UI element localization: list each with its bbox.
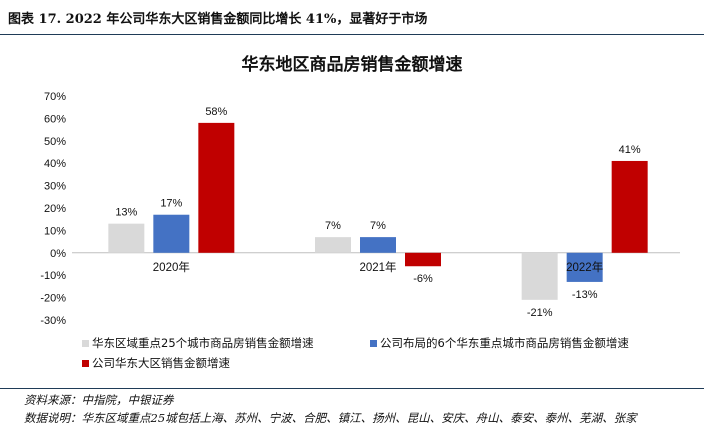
data-label-3-3: 41% — [619, 144, 641, 156]
figure-caption: 图表 17. 2022 年公司华东大区销售金额同比增长 41%，显著好于市场 — [8, 12, 428, 27]
x-category-label: 2021年 — [359, 260, 396, 274]
legend-swatch-series-1 — [82, 339, 89, 347]
legend-label-series-1: 华东区域重点25个城市商品房销售金额增速 — [92, 336, 314, 350]
data-label-1-2: 7% — [325, 220, 341, 232]
y-tick-label: 60% — [44, 113, 66, 125]
legend-item-series-1: 华东区域重点25个城市商品房销售金额增速 — [82, 335, 314, 351]
data-label-2-2: 7% — [370, 220, 386, 232]
y-tick-label: -30% — [40, 315, 66, 327]
legend-label-series-3: 公司华东大区销售金额增速 — [92, 356, 230, 370]
note-text: 数据说明：华东区域重点25城包括上海、苏州、宁波、合肥、镇江、扬州、昆山、安庆、… — [24, 411, 637, 425]
y-tick-label: 10% — [44, 225, 66, 237]
bar-2-1 — [153, 214, 190, 253]
bar-3-3 — [611, 160, 648, 253]
x-category-label: 2022年 — [566, 260, 603, 274]
y-tick-label: 70% — [44, 91, 66, 103]
data-label-2-3: -13% — [572, 289, 598, 301]
bar-1-1 — [108, 223, 145, 253]
y-tick-label: -10% — [40, 270, 66, 282]
data-label-1-1: 13% — [115, 207, 137, 219]
footer-divider — [0, 388, 704, 389]
legend-item-series-2: 公司布局的6个华东重点城市商品房销售金额增速 — [370, 335, 629, 351]
y-tick-label: 50% — [44, 136, 66, 148]
chart-title: 华东地区商品房销售金额增速 — [241, 55, 463, 75]
legend-item-series-3: 公司华东大区销售金额增速 — [82, 355, 230, 371]
y-tick-label: 20% — [44, 203, 66, 215]
y-tick-label: 40% — [44, 158, 66, 170]
bar-chart: 70% 60% 50% 40% 30% 20% 10% 0% -10% -20% -30% 13% 17… — [40, 91, 680, 327]
x-category-label: 2020年 — [153, 260, 190, 274]
bar-3-2 — [405, 252, 441, 267]
caption-divider — [0, 34, 704, 35]
bar-3-1 — [198, 122, 235, 253]
y-tick-label: 30% — [44, 181, 66, 193]
source-text: 资料来源：中指院，中银证券 — [24, 393, 174, 407]
bar-2-2 — [360, 237, 396, 253]
bar-2-3 — [566, 252, 603, 282]
bar-1-2 — [315, 237, 351, 253]
data-label-2-1: 17% — [160, 198, 182, 210]
legend-swatch-series-2 — [370, 339, 377, 347]
y-tick-label: 0% — [50, 248, 66, 260]
bar-1-3 — [521, 252, 558, 300]
data-label-3-2: -6% — [413, 273, 433, 285]
legend-swatch-series-3 — [82, 359, 89, 367]
data-label-3-1: 58% — [205, 106, 227, 118]
y-tick-label: -20% — [40, 293, 66, 305]
data-label-1-3: -21% — [527, 307, 553, 319]
legend-label-series-2: 公司布局的6个华东重点城市商品房销售金额增速 — [380, 336, 629, 350]
